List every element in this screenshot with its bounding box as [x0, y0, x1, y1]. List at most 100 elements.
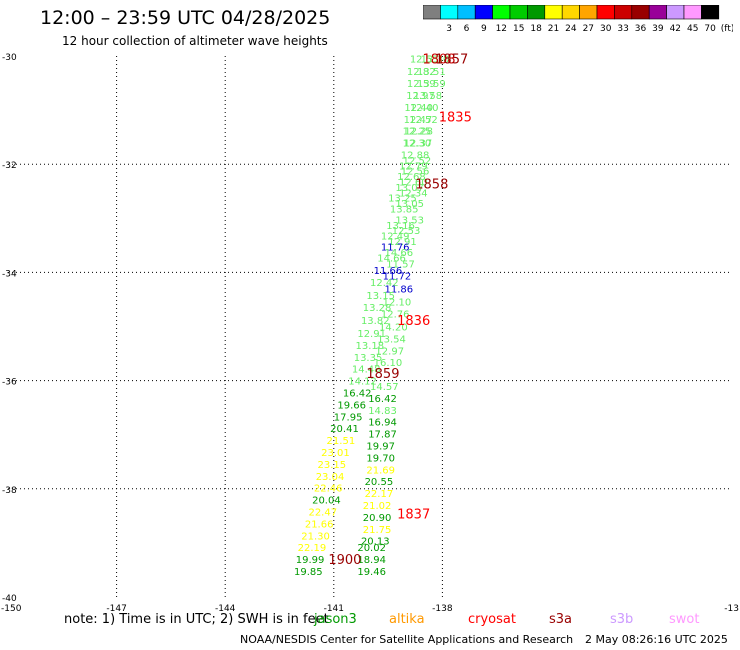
legend-cryosat: cryosat — [468, 612, 516, 627]
legend-s3a: s3a — [549, 612, 573, 627]
wave-height-label: 20.55 — [365, 477, 394, 488]
wave-height-label: 13.53 — [395, 215, 424, 226]
scale-label: 9 — [481, 24, 487, 34]
wave-height-label: 12.76 — [381, 310, 410, 321]
wave-height-label: 12.91 — [357, 329, 386, 340]
wave-height-label: 12.97 — [375, 346, 404, 357]
map-subtitle: 12 hour collection of altimeter wave hei… — [62, 34, 328, 48]
wave-height-label: 12.40 — [410, 103, 439, 114]
timestamp: 2 May 08:26:16 UTC 2025 — [585, 633, 728, 646]
wave-height-label: 16.94 — [368, 418, 397, 429]
pass-time-label: 1835 — [439, 111, 472, 126]
scale-label: 18 — [530, 24, 542, 34]
scale-label: 21 — [548, 24, 559, 34]
pass-time-label: 1858 — [415, 178, 448, 193]
legend-altika: altika — [389, 612, 425, 627]
lon-tick-label: -13 — [724, 604, 739, 612]
lat-tick-label: -34 — [2, 269, 17, 279]
wave-height-label: 12.68 — [397, 172, 426, 183]
lat-tick-label: -40 — [2, 594, 17, 604]
pass-time-label: 1857 — [435, 53, 468, 68]
scale-label: 27 — [583, 24, 594, 34]
wave-height-label: 21.02 — [363, 501, 392, 512]
footer-credit: NOAA/NESDIS Center for Satellite Applica… — [240, 633, 574, 646]
wave-height-label: 14.12 — [348, 377, 377, 388]
scale-label: 12 — [496, 24, 507, 34]
wave-height-label: 19.99 — [296, 555, 325, 566]
wave-height-label: 13.30 — [421, 55, 450, 66]
wave-height-label: 12.52 — [409, 115, 438, 126]
scale-label: 6 — [464, 24, 470, 34]
wave-height-label: 12.25 — [403, 127, 432, 138]
wave-height-label: 21.51 — [327, 436, 356, 447]
pass-time-label: 1836 — [397, 314, 430, 329]
wave-height-map: -30 -32 -34 -36 -38 -40-150 -147 -144 -141 -138 -1… — [1, 53, 739, 612]
wave-height-label: 13.35 — [354, 353, 383, 364]
scale-label: 39 — [652, 24, 664, 34]
wave-height-label: 13.59 — [417, 79, 446, 90]
wave-height-label: 13.05 — [395, 199, 424, 210]
scale-label: 30 — [600, 24, 612, 34]
wave-height-label: 13.07 — [395, 183, 424, 194]
wave-height-label: 14.20 — [379, 323, 408, 334]
lon-tick-label: -138 — [432, 604, 453, 612]
wave-height-label: 17.95 — [334, 412, 363, 423]
scale-label: 3 — [446, 24, 452, 34]
wave-height-label: 12.60 — [399, 178, 428, 189]
lat-tick-label: -30 — [2, 53, 17, 63]
wave-height-label: 12.52 — [403, 156, 432, 167]
lon-tick-label: -144 — [215, 604, 236, 612]
wave-height-label: 16.42 — [368, 394, 397, 405]
wave-height-label: 12.47 — [404, 115, 433, 126]
wave-height-label: 12.59 — [407, 79, 436, 90]
lon-tick-label: -150 — [1, 604, 22, 612]
wave-height-label: 13.54 — [377, 334, 406, 345]
wave-height-label: 12.53 — [392, 226, 421, 237]
wave-height-label: 12.53 — [410, 55, 439, 66]
scale-label: 70 — [704, 24, 716, 34]
lat-tick-label: -36 — [2, 378, 17, 388]
legend-s3b: s3b — [610, 612, 634, 627]
wave-height-label: 22.17 — [365, 489, 394, 500]
wave-height-label: 12.79 — [399, 161, 428, 172]
wave-height-label: 12.49 — [381, 232, 410, 243]
wave-height-label: 12.28 — [404, 127, 433, 138]
wave-height-label: 13.18 — [356, 341, 385, 352]
wave-height-label: 20.02 — [357, 543, 386, 554]
pass-time-label: 1859 — [366, 367, 399, 382]
wave-height-label: 22.19 — [298, 543, 327, 554]
wave-height-label: 12.56 — [401, 167, 430, 178]
wave-height-label: 12.97 — [406, 91, 435, 102]
wave-height-label: 13.51 — [417, 67, 446, 78]
wave-height-label: 19.85 — [294, 567, 323, 578]
wave-height-label: 16.42 — [343, 389, 372, 400]
wave-height-label: 19.97 — [366, 442, 395, 453]
wave-height-label: 13.82 — [361, 316, 390, 327]
wave-height-label: 21.69 — [366, 465, 395, 476]
scale-label: 33 — [617, 24, 628, 34]
wave-height-label: 13.25 — [388, 194, 417, 205]
wave-height-label: 13.58 — [413, 91, 442, 102]
lat-tick-label: -32 — [2, 161, 17, 171]
wave-height-label: 11.76 — [381, 242, 410, 253]
wave-height-label: 21.30 — [301, 531, 330, 542]
scale-label: 36 — [635, 24, 647, 34]
scale-label: 24 — [565, 24, 577, 34]
wave-height-label: 12.10 — [383, 298, 412, 309]
wave-height-label: 12.37 — [404, 139, 433, 150]
wave-height-label: 13.28 — [363, 303, 392, 314]
wave-height-label: 14.57 — [370, 382, 399, 393]
legend-swot: swot — [669, 612, 700, 627]
wave-height-label: 20.90 — [363, 513, 392, 524]
wave-height-label: 20.13 — [361, 537, 390, 548]
wave-height-label: 19.46 — [357, 567, 386, 578]
scale-unit: (ft) — [721, 24, 733, 34]
wave-height-label: 22.46 — [314, 484, 343, 495]
wave-height-label: 14.66 — [384, 248, 413, 259]
lon-tick-label: -147 — [106, 604, 126, 612]
scale-label: 45 — [687, 24, 698, 34]
wave-height-label: 20.04 — [312, 496, 341, 507]
scale-swatch-16 — [701, 5, 720, 20]
scale-label: 15 — [513, 24, 524, 34]
